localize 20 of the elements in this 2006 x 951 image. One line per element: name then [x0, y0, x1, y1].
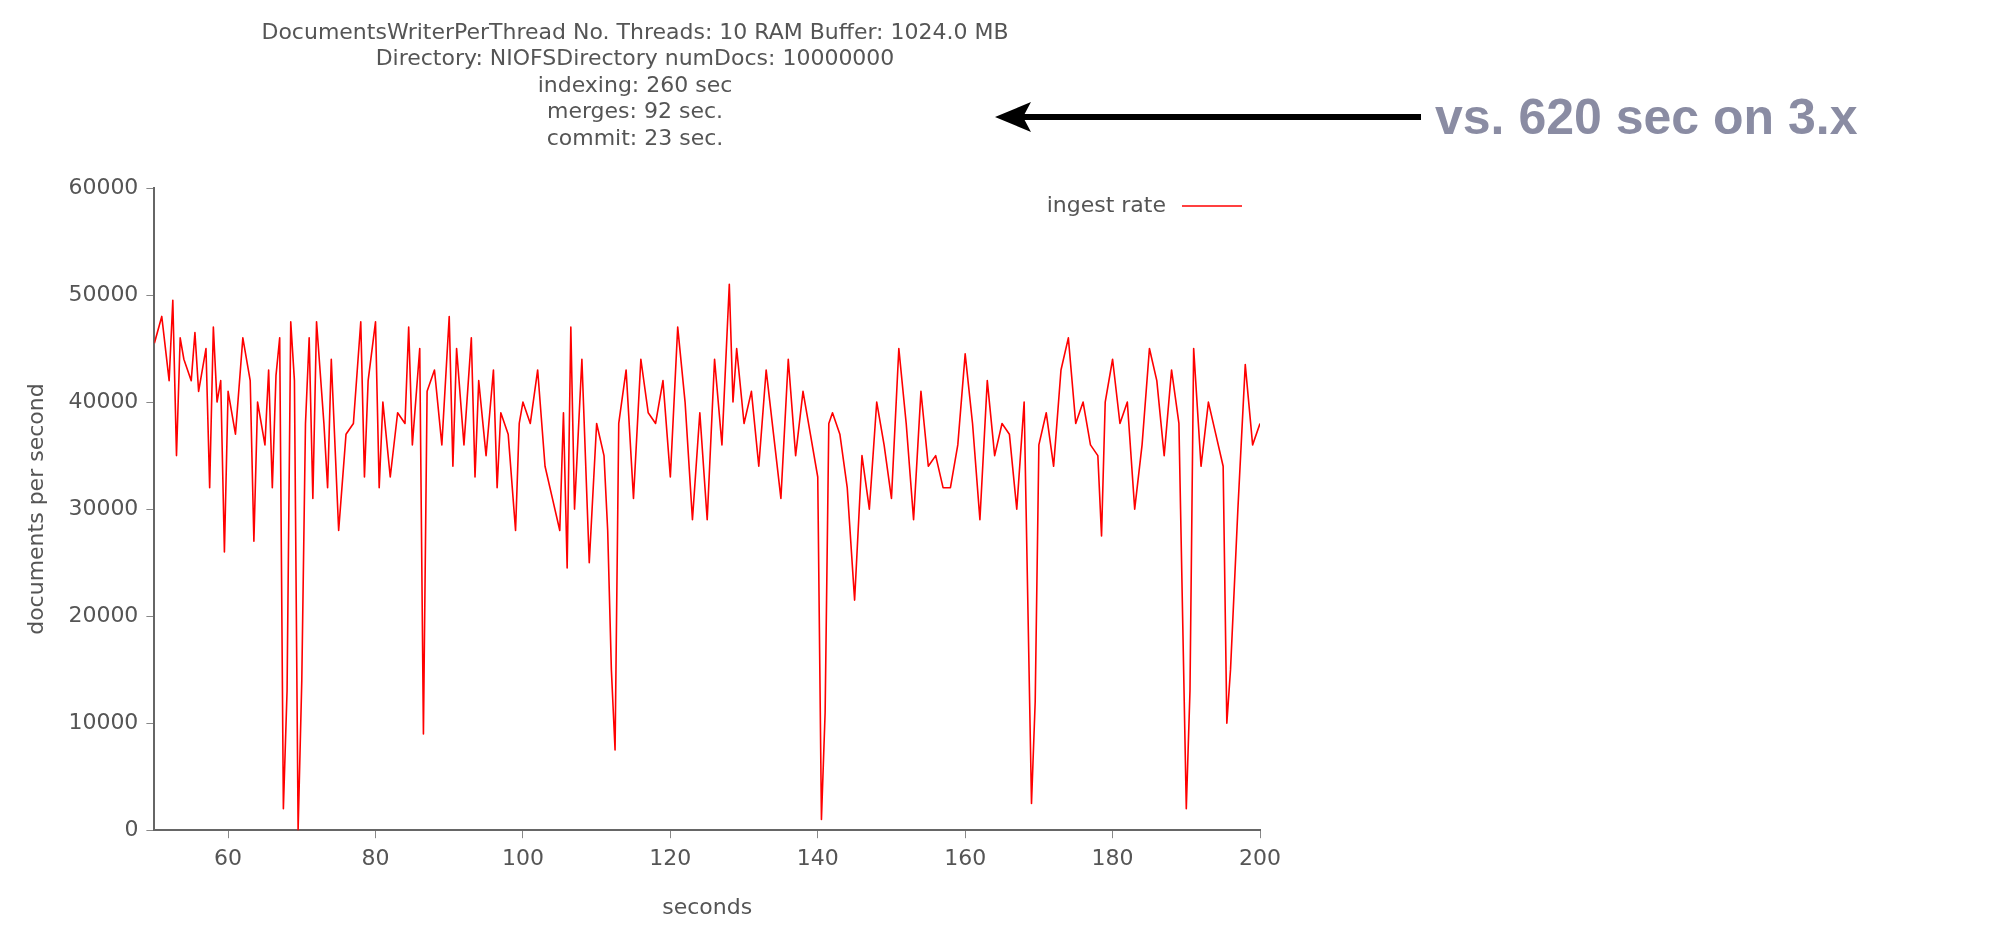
chart-title: DocumentsWriterPerThread No. Threads: 10 RAM Buffer: 1024.0 MB Directory: NIOFSDirectory numDocs: 10000000 indexing: 260 sec merges: 92 sec. commit: 23 sec.: [261, 18, 1009, 150]
x-tick-label: 140: [796, 845, 839, 871]
x-tick-label: 60: [214, 845, 243, 871]
y-tick-label: 30000: [68, 494, 139, 520]
text: vs. 620 sec on 3.x: [1435, 88, 1858, 146]
x-tick-label: 200: [1239, 845, 1281, 871]
y-tick-label: 10000: [68, 708, 139, 734]
y-tick-label: 20000: [68, 601, 139, 627]
y-axis-title: documents per second: [22, 383, 48, 635]
x-tick-label: 80: [361, 845, 390, 871]
x-axis-title: seconds: [662, 893, 753, 919]
y-tick-label: 40000: [68, 387, 139, 413]
x-tick-label: 160: [944, 845, 987, 871]
x-tick-label: 120: [649, 845, 692, 871]
x-tick-label: 180: [1091, 845, 1134, 871]
legend-label: ingest rate: [1046, 191, 1166, 217]
x-tick-label: 100: [501, 845, 544, 871]
y-tick-label: 60000: [68, 173, 139, 199]
y-tick-label: 0: [124, 815, 139, 841]
y-tick-label: 50000: [68, 280, 139, 306]
